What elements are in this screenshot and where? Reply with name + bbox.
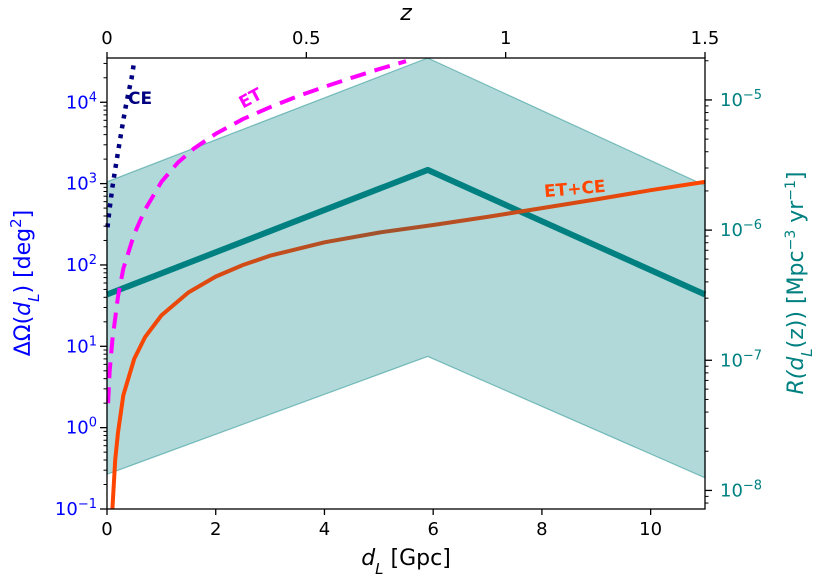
x-tick-label: 4 — [319, 519, 330, 540]
ce-label: CE — [128, 89, 152, 109]
top-tick-label: 0 — [101, 28, 112, 49]
top-tick-label: 0.5 — [292, 28, 321, 49]
left-tick-label: 101 — [66, 334, 97, 358]
left-tick-label: 103 — [66, 171, 97, 195]
et-curve — [106, 59, 407, 404]
top-axis-title: z — [399, 1, 412, 26]
x-tick-label: 6 — [427, 519, 438, 540]
right-tick-label: 10−8 — [720, 478, 762, 502]
right-y-axis-ticks: 10−8 10−7 10−6 10−5 — [705, 60, 762, 504]
x-tick-label: 2 — [210, 519, 221, 540]
right-tick-label: 10−6 — [720, 218, 762, 242]
x-axis-title: dL [Gpc] — [361, 546, 451, 576]
x-axis-ticks: 0 2 4 6 8 10 — [101, 509, 662, 540]
left-axis-title: ΔΩ(dL) [deg2] — [7, 210, 43, 357]
x-tick-label: 10 — [639, 519, 662, 540]
left-tick-label: 10−1 — [55, 497, 97, 521]
rate-median-line — [105, 166, 707, 298]
left-tick-label: 100 — [66, 415, 97, 439]
left-tick-label: 104 — [66, 90, 97, 114]
left-y-axis-ticks: 10−1 100 101 102 103 104 — [55, 62, 107, 521]
right-tick-label: 10−5 — [720, 87, 762, 111]
top-tick-label: 1 — [500, 28, 511, 49]
right-tick-label: 10−7 — [720, 348, 762, 372]
ce-curve — [105, 60, 137, 228]
rate-uncertainty-band — [106, 57, 706, 479]
top-z-axis-ticks: 0 0.5 1 1.5 — [101, 28, 719, 58]
et-ce-curve — [110, 179, 706, 510]
x-tick-label: 0 — [101, 519, 112, 540]
top-tick-label: 1.5 — [691, 28, 720, 49]
right-axis-title: R(dL(z)) [Mpc−3 yr−1] — [783, 171, 813, 394]
x-tick-label: 8 — [536, 519, 547, 540]
left-tick-label: 102 — [66, 252, 97, 276]
